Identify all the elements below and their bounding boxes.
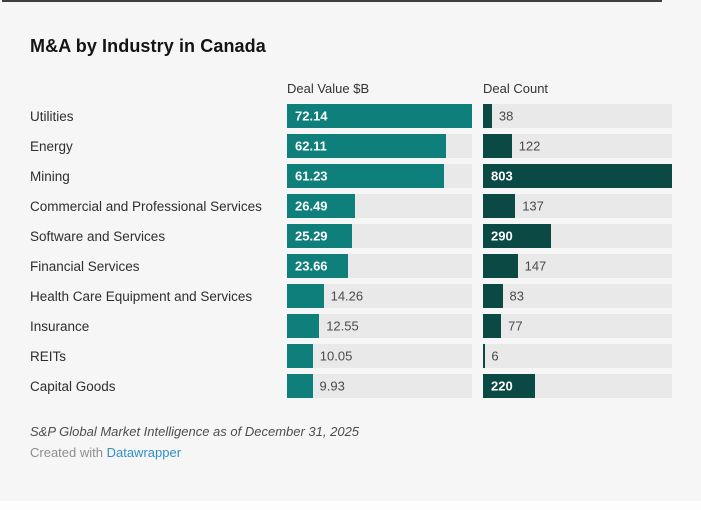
- deal-value-bar-track: 9.93: [287, 374, 472, 398]
- category-label: Capital Goods: [30, 378, 116, 394]
- deal-count-label: 220: [491, 378, 513, 394]
- category-label: Energy: [30, 138, 73, 154]
- deal-value-bar-track: 26.49: [287, 194, 472, 218]
- deal-count-bar: [483, 224, 552, 248]
- deal-count-label: 290: [491, 228, 513, 244]
- deal-value-bar-track: 23.66: [287, 254, 472, 278]
- deal-value-bar: [287, 194, 355, 218]
- chart-row: Mining 61.23 803: [30, 164, 701, 188]
- deal-count-bar-track: 77: [483, 314, 672, 338]
- deal-value-label: 26.49: [295, 198, 328, 214]
- deal-count-label: 38: [498, 108, 514, 124]
- deal-count-bar: [483, 344, 485, 368]
- deal-count-label: 147: [524, 258, 547, 274]
- deal-count-label: 77: [508, 318, 523, 334]
- deal-value-bar: [287, 104, 472, 128]
- chart-row: Insurance 12.55 77: [30, 314, 701, 338]
- deal-count-bar-track: 147: [483, 254, 672, 278]
- deal-value-bar-track: 72.14: [287, 104, 472, 128]
- deal-value-label: 61.23: [295, 168, 328, 184]
- deal-count-bar: [483, 164, 672, 188]
- deal-count-bar: [483, 194, 516, 218]
- source-note: S&P Global Market Intelligence as of Dec…: [30, 424, 360, 439]
- deal-value-bar-track: 10.05: [287, 344, 472, 368]
- deal-count-bar-track: 38: [483, 104, 672, 128]
- bar-rows: Utilities 72.14 38 Energy 62.11 122 Mining 61.2…: [30, 104, 701, 398]
- deal-value-label: 14.26: [330, 288, 364, 304]
- top-border: [2, 0, 662, 2]
- deal-value-bar-track: 61.23: [287, 164, 472, 188]
- deal-value-bar-track: 25.29: [287, 224, 472, 248]
- deal-value-bar: [287, 164, 444, 188]
- category-label: Utilities: [30, 108, 74, 124]
- column-header-row: Deal Value $B Deal Count: [30, 81, 701, 96]
- deal-count-bar-track: 83: [483, 284, 672, 308]
- deal-value-bar-track: 62.11: [287, 134, 472, 158]
- deal-value-label: 23.66: [295, 258, 328, 274]
- deal-value-label: 9.93: [319, 378, 345, 394]
- deal-value-bar: [287, 134, 447, 158]
- datawrapper-link[interactable]: Datawrapper: [106, 445, 182, 460]
- deal-count-label: 122: [518, 138, 541, 154]
- deal-value-label: 10.05: [319, 348, 353, 364]
- deal-value-label: 25.29: [295, 228, 328, 244]
- deal-count-label: 83: [509, 288, 524, 304]
- category-label: Health Care Equipment and Services: [30, 288, 253, 304]
- deal-value-bar-track: 12.55: [287, 314, 472, 338]
- column-header-deal-value: Deal Value $B: [287, 81, 370, 96]
- deal-count-bar-track: 122: [483, 134, 672, 158]
- deal-count-label: 6: [491, 348, 499, 364]
- category-label: REITs: [30, 348, 67, 364]
- deal-value-bar-track: 14.26: [287, 284, 472, 308]
- deal-count-bar-track: 137: [483, 194, 672, 218]
- deal-count-bar: [483, 254, 518, 278]
- deal-value-bar: [287, 344, 313, 368]
- deal-count-bar-track: 290: [483, 224, 672, 248]
- deal-count-label: 803: [491, 168, 513, 184]
- chart-row: Commercial and Professional Services 26.4…: [30, 194, 701, 218]
- attribution-prefix: Created with: [30, 445, 107, 460]
- category-label: Mining: [30, 168, 70, 184]
- attribution: Created with Datawrapper: [30, 445, 701, 460]
- category-label: Software and Services: [30, 228, 166, 244]
- deal-count-bar: [483, 374, 535, 398]
- deal-value-bar: [287, 224, 352, 248]
- deal-count-bar-track: 6: [483, 344, 672, 368]
- chart-row: Utilities 72.14 38: [30, 104, 701, 128]
- category-label: Insurance: [30, 318, 90, 334]
- column-header-deal-count: Deal Count: [483, 81, 549, 96]
- category-label: Commercial and Professional Services: [30, 198, 262, 214]
- chart-row: Financial Services 23.66 147: [30, 254, 701, 278]
- chart-row: Capital Goods 9.93 220: [30, 374, 701, 398]
- chart-title: M&A by Industry in Canada: [30, 36, 266, 56]
- deal-count-label: 137: [522, 198, 544, 214]
- deal-value-bar: [287, 254, 348, 278]
- deal-value-label: 12.55: [326, 318, 359, 334]
- chart-row: Health Care Equipment and Services 14.26 8…: [30, 284, 701, 308]
- deal-value-bar: [287, 284, 324, 308]
- deal-count-bar-track: 220: [483, 374, 672, 398]
- chart-row: Energy 62.11 122: [30, 134, 701, 158]
- category-label: Financial Services: [30, 258, 140, 274]
- deal-value-bar: [287, 314, 320, 338]
- chart-row: Software and Services 25.29 290: [30, 224, 701, 248]
- deal-count-bar: [483, 284, 503, 308]
- deal-count-bar: [483, 134, 512, 158]
- category-header-spacer: [30, 81, 287, 96]
- deal-count-bar: [483, 314, 502, 338]
- deal-value-bar: [287, 374, 313, 398]
- deal-count-bar: [483, 104, 492, 128]
- deal-count-bar-track: 803: [483, 164, 672, 188]
- chart-row: REITs 10.05 6: [30, 344, 701, 368]
- deal-value-label: 72.14: [295, 108, 328, 124]
- deal-value-label: 62.11: [295, 138, 327, 154]
